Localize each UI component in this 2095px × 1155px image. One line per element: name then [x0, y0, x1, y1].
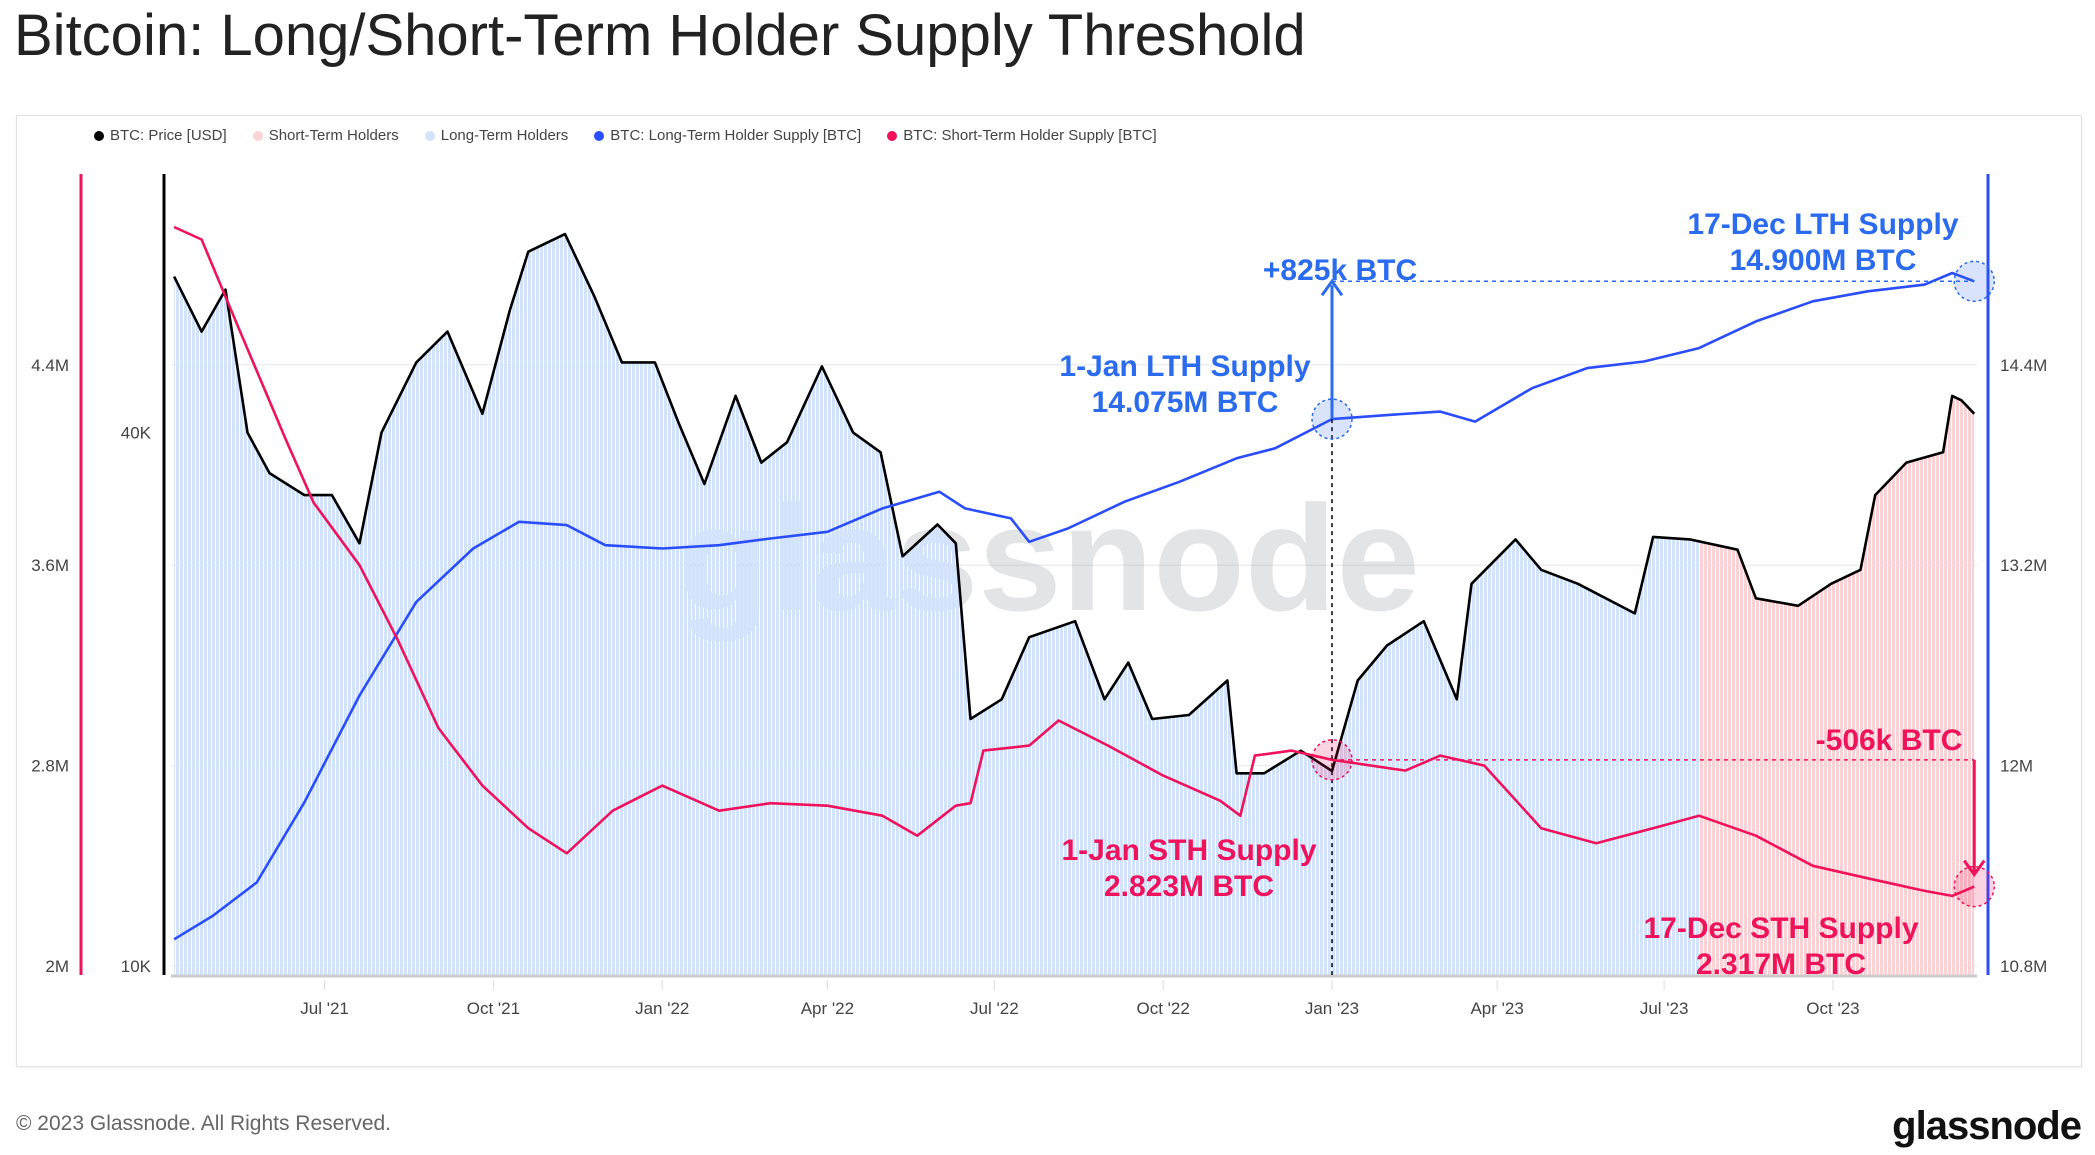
sth-end-marker	[1953, 865, 1995, 908]
sth-axis-tick-label: 2.8M	[31, 757, 69, 776]
sth-axis-tick-label: 2M	[45, 957, 69, 976]
chart-legend: BTC: Price [USD] Short-Term Holders Long…	[94, 127, 1157, 144]
price-line	[172, 232, 1976, 775]
sth-start-marker	[1311, 739, 1353, 781]
sth-change-label: -506k BTC	[1816, 724, 1963, 757]
legend-item-lth-supply[interactable]: BTC: Long-Term Holder Supply [BTC]	[594, 127, 861, 144]
x-axis-tick-label: Jul '23	[1640, 999, 1689, 1018]
lth-end-marker	[1953, 260, 1995, 303]
legend-label: Short-Term Holders	[268, 127, 399, 144]
price-axis-tick-label: 40K	[121, 424, 152, 443]
lth-regime-area	[174, 234, 1700, 975]
sth-start-label: 1-Jan STH Supply	[1061, 834, 1316, 867]
lth-start-marker	[1311, 398, 1353, 440]
sth-supply-line	[173, 225, 1975, 898]
legend-label: BTC: Long-Term Holder Supply [BTC]	[610, 127, 862, 144]
legend-dot-icon	[594, 130, 605, 141]
x-axis-tick-label: Jul '22	[970, 999, 1019, 1018]
legend-label: BTC: Short-Term Holder Supply [BTC]	[903, 127, 1157, 144]
copyright: © 2023 Glassnode. All Rights Reserved.	[16, 1112, 392, 1135]
sth-end-value: 2.317M BTC	[1696, 948, 1866, 981]
sth-axis-tick-label: 4.4M	[31, 356, 69, 375]
x-axis-tick-label: Apr '22	[801, 999, 854, 1018]
x-axis-tick-label: Oct '23	[1806, 999, 1859, 1018]
x-axis-tick-label: Oct '21	[467, 999, 520, 1018]
legend-dot-icon	[94, 130, 104, 141]
sth-regime-area	[1699, 395, 1975, 975]
legend-dot-icon	[252, 130, 263, 141]
arrow-up-icon	[1320, 278, 1344, 297]
lth-axis-tick-label: 12M	[2000, 757, 2033, 776]
x-axis-tick-label: Oct '22	[1137, 999, 1190, 1018]
legend-dot-icon	[424, 130, 435, 141]
legend-item-price[interactable]: BTC: Price [USD]	[94, 127, 227, 144]
legend-item-lth-regime[interactable]: Long-Term Holders	[424, 127, 569, 144]
lth-start-value: 14.075M BTC	[1092, 386, 1279, 419]
lth-supply-line	[173, 271, 1975, 941]
lth-end-value: 14.900M BTC	[1730, 244, 1917, 277]
legend-label: BTC: Price [USD]	[110, 127, 227, 144]
x-axis-tick-label: Jan '23	[1305, 999, 1359, 1018]
lth-start-label: 1-Jan LTH Supply	[1059, 350, 1310, 383]
lth-axis-tick-label: 10.8M	[2000, 957, 2047, 976]
glassnode-logo: glassnode	[1892, 1104, 2082, 1148]
legend-dot-icon	[887, 130, 898, 141]
sth-end-label: 17-Dec STH Supply	[1643, 912, 1918, 945]
x-axis-tick-label: Apr '23	[1470, 999, 1523, 1018]
legend-item-sth-supply[interactable]: BTC: Short-Term Holder Supply [BTC]	[887, 127, 1157, 144]
chart-panel	[16, 115, 2082, 1067]
legend-label: Long-Term Holders	[440, 127, 569, 144]
x-axis-tick-label: Jan '22	[635, 999, 689, 1018]
price-axis-tick-label: 10K	[121, 957, 152, 976]
page-title: Bitcoin: Long/Short-Term Holder Supply T…	[14, 3, 1306, 68]
sth-start-value: 2.823M BTC	[1104, 870, 1274, 903]
legend-item-sth-regime[interactable]: Short-Term Holders	[252, 127, 399, 144]
lth-end-label: 17-Dec LTH Supply	[1687, 208, 1958, 241]
arrow-down-icon	[1963, 859, 1986, 878]
lth-axis-tick-label: 13.2M	[2000, 556, 2047, 575]
lth-axis-tick-label: 14.4M	[2000, 356, 2047, 375]
x-axis-tick-label: Jul '21	[300, 999, 349, 1018]
sth-axis-tick-label: 3.6M	[31, 556, 69, 575]
